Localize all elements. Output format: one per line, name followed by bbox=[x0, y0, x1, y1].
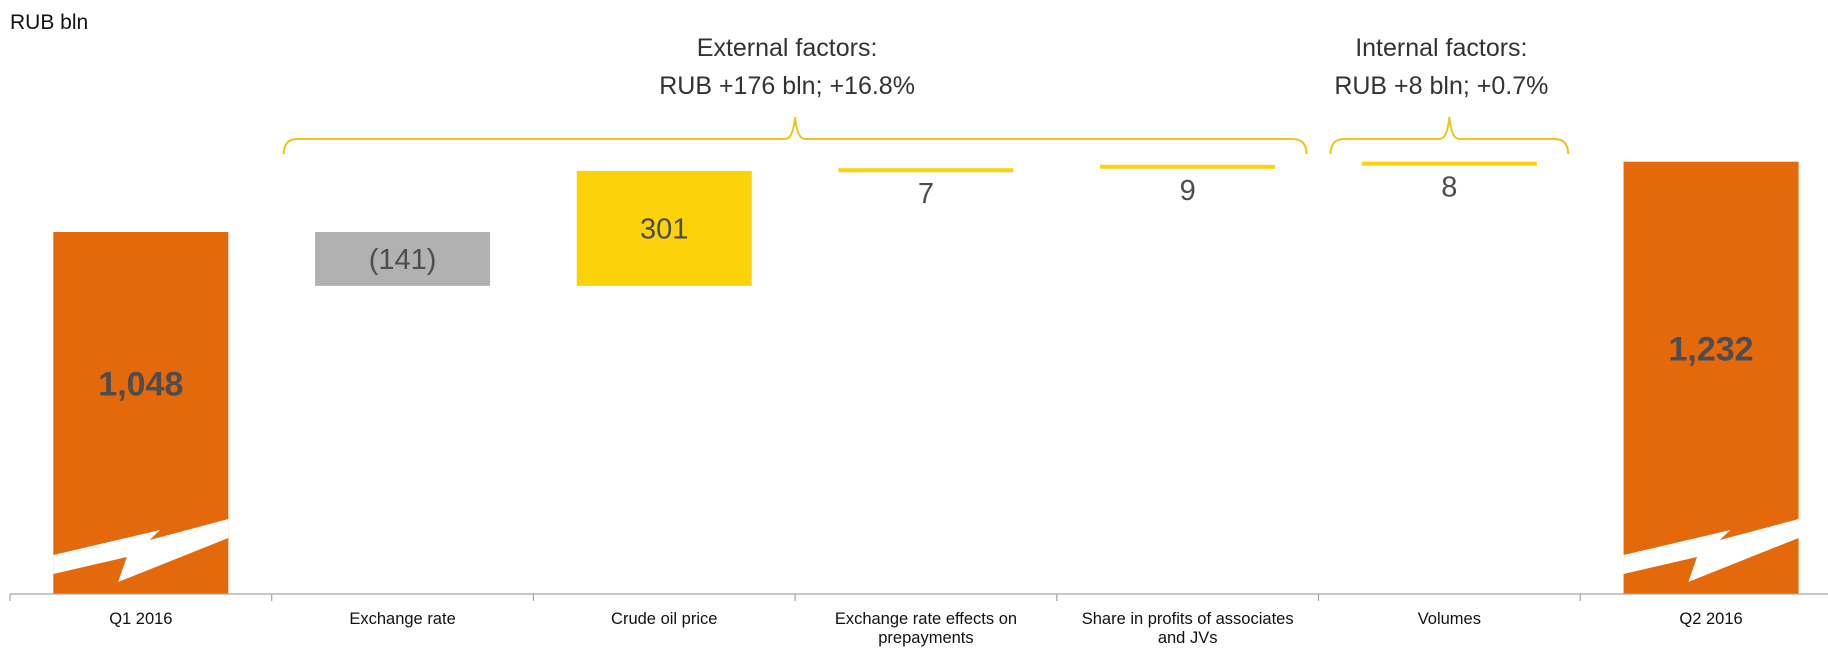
value-label: 7 bbox=[918, 178, 934, 210]
bar bbox=[1361, 161, 1537, 166]
bar bbox=[1623, 161, 1799, 595]
category-axis: Q1 2016 Exchange rate Crude oil price Excha… bbox=[9, 593, 1828, 647]
category-label: Share in profits of associates and JVs bbox=[1082, 610, 1294, 647]
bar-group: (141) bbox=[315, 232, 491, 286]
bar-group: 8 bbox=[1361, 161, 1537, 204]
group-title: External factors: bbox=[697, 34, 878, 62]
value-label: 1,048 bbox=[98, 366, 183, 404]
value-label: 8 bbox=[1441, 172, 1457, 204]
axis-break-mark bbox=[1623, 519, 1799, 582]
bar-group: 9 bbox=[1100, 164, 1276, 207]
category-label: Q2 2016 bbox=[1679, 610, 1742, 628]
group-bracket: Internal factors: RUB +8 bln; +0.7% bbox=[1329, 34, 1570, 155]
group-summary: RUB +8 bln; +0.7% bbox=[1334, 72, 1548, 100]
bars: 1,048 (141) 301 7 9 8 1,232 bbox=[53, 161, 1799, 595]
category-label: Exchange rate bbox=[349, 610, 455, 628]
bar bbox=[838, 168, 1014, 173]
value-label: 301 bbox=[640, 213, 688, 245]
group-bracket: External factors: RUB +176 bln; +16.8% bbox=[282, 34, 1308, 155]
bar-group: 1,232 bbox=[1623, 161, 1799, 595]
bar bbox=[315, 232, 491, 286]
category-label: Volumes bbox=[1418, 610, 1481, 628]
group-title: Internal factors: bbox=[1355, 34, 1527, 62]
group-brackets: External factors: RUB +176 bln; +16.8% Int… bbox=[282, 34, 1570, 155]
value-label: 1,232 bbox=[1669, 330, 1754, 368]
axis-break-mark bbox=[53, 519, 229, 582]
brace bbox=[1329, 116, 1570, 155]
bar bbox=[576, 170, 752, 286]
group-summary: RUB +176 bln; +16.8% bbox=[659, 72, 915, 100]
bar-group: 301 bbox=[576, 170, 752, 286]
bar-group: 1,048 bbox=[53, 232, 229, 594]
category-label: Exchange rate effects on prepayments bbox=[835, 610, 1017, 647]
value-label: 9 bbox=[1180, 175, 1196, 207]
value-label: (141) bbox=[369, 244, 437, 276]
bar-group: 7 bbox=[838, 168, 1014, 210]
brace bbox=[282, 116, 1308, 155]
category-label: Q1 2016 bbox=[109, 610, 172, 628]
bar bbox=[1100, 164, 1276, 169]
category-label: Crude oil price bbox=[611, 610, 717, 628]
unit-label: RUB bln bbox=[10, 11, 89, 34]
